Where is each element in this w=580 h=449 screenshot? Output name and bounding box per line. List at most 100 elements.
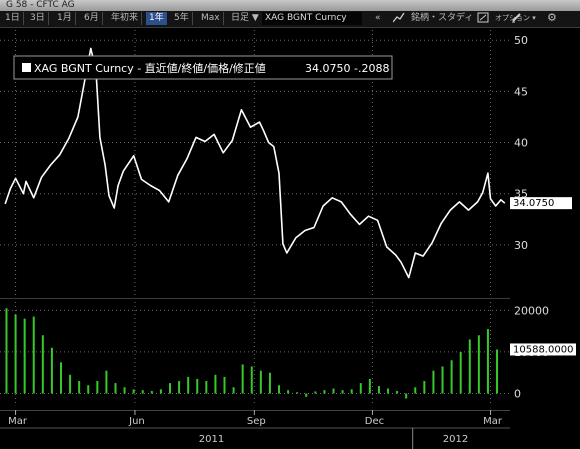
volume-bar <box>23 318 26 394</box>
volume-bar <box>350 389 353 394</box>
volume-bar <box>5 308 8 394</box>
range-max-button[interactable]: Max <box>198 12 224 25</box>
volume-bar <box>14 314 17 394</box>
month-label: Dec <box>365 416 384 427</box>
volume-chart: 01000020000 10588.0000 <box>0 298 576 406</box>
volume-tick-label: 20000 <box>514 304 549 317</box>
window-title: G 58 - CFTC AG <box>6 0 75 10</box>
volume-bar <box>123 387 126 394</box>
range-3d-button[interactable]: 3日 <box>27 12 49 25</box>
year-labels: 2011 2012 <box>199 428 468 449</box>
volume-bar <box>32 316 35 394</box>
volume-bar <box>486 329 489 394</box>
volume-bar <box>468 339 471 394</box>
legend-title: XAG BGNT Curncy - 直近値/終値/価格/修正値 <box>34 61 266 75</box>
volume-bar <box>141 390 144 394</box>
range-1m-button[interactable]: 1月 <box>54 12 76 25</box>
volume-bar <box>278 385 281 394</box>
volume-tick-label: 0 <box>514 388 521 401</box>
volume-bar <box>196 378 199 394</box>
volume-bar <box>69 374 72 394</box>
volume-bar <box>341 390 344 394</box>
volume-bar <box>477 335 480 394</box>
volume-bars <box>5 308 499 399</box>
volume-bar <box>250 366 253 394</box>
volume-bar <box>132 389 135 394</box>
legend-swatch <box>22 63 31 72</box>
volume-bar <box>441 366 444 394</box>
volume-bar <box>187 376 190 394</box>
month-label: Sep <box>247 416 266 427</box>
volume-bar <box>178 381 181 394</box>
volume-bar <box>368 378 371 394</box>
legend-last-value: 34.0750 <box>305 62 351 75</box>
month-labels: Mar Jun Sep Dec Mar <box>8 410 503 427</box>
volume-bar <box>223 376 226 394</box>
volume-bar <box>259 370 262 394</box>
window-titlebar: G 58 - CFTC AG <box>0 0 580 11</box>
annotate-icon[interactable] <box>474 12 492 25</box>
volume-bar <box>377 386 380 394</box>
range-5y-button[interactable]: 5年 <box>171 12 193 25</box>
volume-bar <box>323 390 326 394</box>
price-tick-label: 40 <box>514 137 528 150</box>
volume-bar <box>150 391 153 394</box>
volume-bar <box>450 360 453 394</box>
volume-bar <box>232 387 235 394</box>
volume-bar <box>268 372 271 394</box>
volume-last-value-label: 10588.0000 <box>510 343 576 356</box>
volume-bar <box>305 393 308 397</box>
volume-bar <box>96 381 99 394</box>
settings-gear-icon[interactable]: ⚙ <box>547 11 557 24</box>
volume-bar <box>50 347 53 394</box>
range-1y-button[interactable]: 1年 <box>146 12 167 25</box>
volume-bar <box>405 393 408 399</box>
edit-icon[interactable] <box>508 12 526 25</box>
range-1d-button[interactable]: 1日 <box>2 12 24 25</box>
volume-bar <box>59 362 62 394</box>
year-label: 2011 <box>199 434 224 445</box>
volume-bar <box>241 364 244 394</box>
month-label: Mar <box>483 416 503 427</box>
volume-bar <box>169 383 171 394</box>
volume-bar <box>359 383 362 394</box>
chart-menu-icon[interactable] <box>390 12 408 25</box>
collapse-button[interactable]: « <box>375 13 381 23</box>
volume-bar <box>205 381 208 394</box>
volume-bar <box>314 391 317 394</box>
volume-bar <box>414 387 417 394</box>
chart-legend: XAG BGNT Curncy - 直近値/終値/価格/修正値 34.0750 … <box>13 55 393 80</box>
price-last-value-label: 34.0750 <box>510 197 572 210</box>
volume-bar <box>459 351 462 394</box>
svg-text:10588.0000: 10588.0000 <box>513 344 573 355</box>
volume-bar <box>214 374 217 394</box>
volume-bar <box>41 335 44 394</box>
volume-bar <box>287 390 290 394</box>
volume-bar <box>87 385 90 394</box>
volume-bar <box>105 370 108 394</box>
volume-bar <box>78 381 81 394</box>
volume-bar <box>296 392 299 394</box>
frequency-dropdown[interactable]: 日足 ▼ <box>228 12 263 25</box>
security-field[interactable]: XAG BGNT Curncy <box>262 12 362 25</box>
legend-change: -.2088 <box>354 62 389 75</box>
range-6m-button[interactable]: 6月 <box>81 12 103 25</box>
year-label: 2012 <box>443 434 468 445</box>
price-tick-label: 30 <box>514 239 528 252</box>
range-ytd-button[interactable]: 年初来 <box>108 12 143 25</box>
time-axis: Mar Jun Sep Dec Mar 2011 2012 <box>0 410 510 449</box>
volume-bar <box>396 391 399 394</box>
volume-bar <box>332 388 335 394</box>
month-label: Jun <box>128 416 145 427</box>
volume-bar <box>159 389 162 394</box>
price-tick-label: 50 <box>514 34 528 47</box>
volume-bar <box>423 381 426 394</box>
toolbar: 1日 3日 1月 6月 年初来 1年 5年 Max 日足 ▼ XAG BGNT … <box>0 11 580 28</box>
studies-menu[interactable]: 銘柄・スタディ <box>411 13 474 23</box>
svg-text:34.0750: 34.0750 <box>513 198 554 209</box>
volume-bar <box>496 349 499 394</box>
price-tick-label: 45 <box>514 85 528 98</box>
volume-bar <box>387 388 390 394</box>
